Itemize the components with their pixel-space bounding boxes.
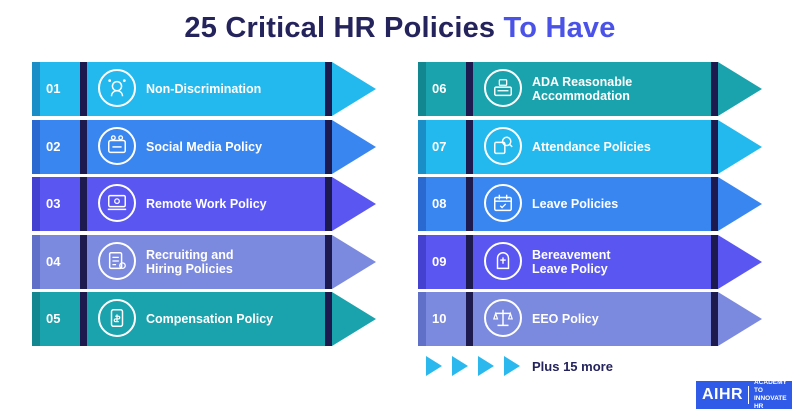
policy-cap — [32, 119, 40, 174]
plus-more-label: Plus 15 more — [532, 358, 613, 374]
arrow-head-icon — [332, 62, 376, 116]
policy-divider — [325, 62, 332, 116]
policy-divider — [711, 234, 718, 289]
logo-sub: ACADEMY TO INNOVATE HR — [754, 379, 792, 411]
policy-divider — [711, 62, 718, 116]
policy-row: 10 EEO Policy — [418, 292, 762, 346]
policy-divider — [466, 292, 473, 346]
policy-row: 05 Compensation Policy — [32, 292, 376, 346]
policy-row: 06 ADA Reasonable Accommodation — [418, 62, 762, 116]
policy-divider — [711, 119, 718, 174]
policy-divider — [80, 292, 87, 346]
policy-divider — [80, 119, 87, 174]
policy-divider — [711, 292, 718, 346]
policy-divider — [466, 177, 473, 231]
policy-number: 03 — [46, 196, 61, 211]
attendance-icon — [484, 126, 522, 165]
policy-divider — [466, 62, 473, 116]
policy-cap — [418, 234, 426, 289]
scales-icon — [484, 299, 522, 337]
policy-cap — [32, 62, 40, 116]
logo-sub-line1: ACADEMY TO — [753, 379, 787, 394]
policy-row: 07 Attendance Policies — [418, 119, 762, 174]
policy-cap — [418, 292, 426, 346]
remote-work-icon — [98, 184, 136, 222]
policy-divider — [325, 234, 332, 289]
aihr-logo: AIHR ACADEMY TO INNOVATE HR — [696, 379, 792, 411]
policy-divider — [325, 177, 332, 231]
title-accent: To Have — [503, 12, 616, 44]
arrow-head-icon — [332, 177, 376, 231]
arrow-head-icon — [332, 292, 376, 346]
policy-number: 10 — [432, 311, 447, 326]
compensation-icon — [98, 299, 136, 337]
policy-row: 03 Remote Work Policy — [32, 177, 376, 231]
arrow-head-icon — [718, 119, 762, 174]
arrow-head-icon — [718, 292, 762, 346]
policy-number: 07 — [432, 138, 447, 154]
policy-number: 08 — [432, 196, 447, 211]
logo-main: AIHR — [702, 386, 744, 403]
policy-row: 08 Leave Policies — [418, 177, 762, 231]
policy-divider — [466, 119, 473, 174]
policy-label: Leave Policies — [532, 197, 619, 211]
policy-label: ADA Reasonable Accommodation — [532, 75, 633, 103]
arrow-icon — [452, 356, 468, 376]
policy-number: 04 — [46, 253, 61, 269]
policy-cap — [418, 119, 426, 174]
policy-row: 02 Social Media Policy — [32, 119, 376, 174]
policy-divider — [466, 234, 473, 289]
policy-number: 09 — [432, 253, 447, 269]
arrow-icon — [504, 356, 520, 376]
policy-number: 05 — [46, 311, 61, 326]
policy-divider — [325, 292, 332, 346]
page-title: 25 Critical HR Policies To Have — [0, 12, 800, 45]
arrow-head-icon — [332, 119, 376, 174]
policy-label: Remote Work Policy — [146, 197, 267, 211]
plus-more: Plus 15 more — [426, 355, 613, 377]
arrow-icon — [426, 356, 442, 376]
head-network-icon — [98, 69, 136, 107]
policy-number: 01 — [46, 81, 61, 96]
policy-cap — [32, 292, 40, 346]
policy-label: Compensation Policy — [146, 312, 274, 326]
recruiting-icon — [98, 241, 136, 280]
policy-number: 02 — [46, 138, 61, 154]
policy-row: 01 Non-Discrimination — [32, 62, 376, 116]
arrow-head-icon — [718, 177, 762, 231]
policy-label: Recruiting and Hiring Policies — [146, 247, 234, 276]
policy-divider — [80, 234, 87, 289]
arrow-icon — [478, 356, 494, 376]
policy-divider — [80, 62, 87, 116]
social-media-icon — [98, 126, 136, 165]
arrow-head-icon — [718, 234, 762, 289]
accommodation-icon — [484, 69, 522, 107]
policy-number: 06 — [432, 81, 447, 96]
logo-divider — [748, 386, 749, 404]
title-main: 25 Critical HR Policies — [184, 12, 496, 44]
policy-cap — [418, 62, 426, 116]
policy-cap — [32, 234, 40, 289]
policy-row: 09 Bereavement Leave Policy — [418, 234, 762, 289]
policy-row: 04 Recruiting and Hiring Policies — [32, 234, 376, 289]
calendar-leave-icon — [484, 184, 522, 222]
policy-label: Bereavement Leave Policy — [532, 247, 611, 276]
policy-cap — [418, 177, 426, 231]
arrow-head-icon — [718, 62, 762, 116]
policy-divider — [325, 119, 332, 174]
arrow-head-icon — [332, 234, 376, 289]
policy-divider — [80, 177, 87, 231]
logo-sub-line2: INNOVATE HR — [753, 395, 787, 410]
policy-label: Social Media Policy — [146, 139, 263, 154]
bereavement-icon — [484, 241, 522, 280]
policy-label: Non-Discrimination — [146, 82, 262, 96]
policy-cap — [32, 177, 40, 231]
policy-label: EEO Policy — [532, 312, 599, 326]
policy-label: Attendance Policies — [532, 139, 651, 154]
policy-divider — [711, 177, 718, 231]
